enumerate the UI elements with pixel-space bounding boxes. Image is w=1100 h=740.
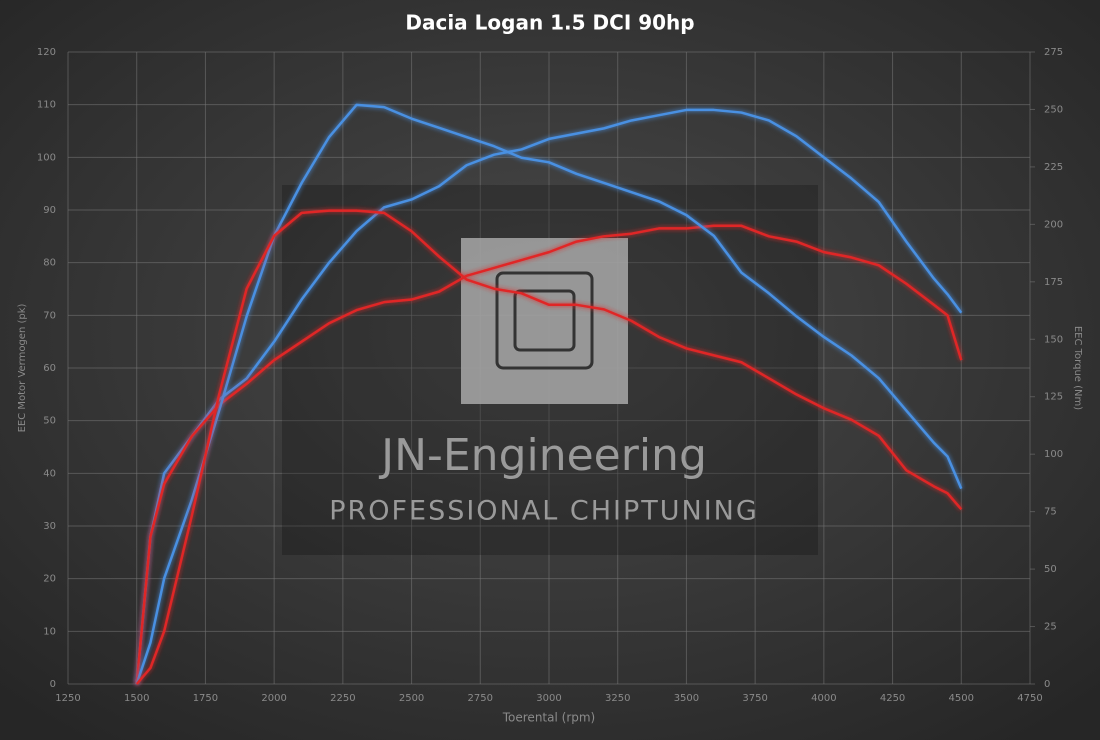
y-tick-label: 120 <box>37 47 56 58</box>
chart-title: Dacia Logan 1.5 DCI 90hp <box>405 11 694 35</box>
line <box>135 103 963 685</box>
x-tick-label: 3000 <box>536 693 561 704</box>
y2-tick-label: 200 <box>1044 219 1063 230</box>
y2-tick-label: 25 <box>1044 622 1057 633</box>
x-tick-label: 3500 <box>674 693 699 704</box>
chip-body <box>495 271 594 370</box>
y-tick-label: 90 <box>43 205 56 216</box>
y2-tick-label: 100 <box>1044 449 1063 460</box>
y2-axis-label: EEC Torque (Nm) <box>1072 326 1083 410</box>
y2-tick-label: 125 <box>1044 392 1063 403</box>
y-tick-label: 50 <box>43 416 56 427</box>
x-tick-label: 2000 <box>261 693 286 704</box>
x-tick-label: 2250 <box>330 693 355 704</box>
watermark-title: JN-Engineering <box>378 430 707 481</box>
x-tick-label: 3750 <box>742 693 767 704</box>
x-tick-label: 4750 <box>1017 693 1042 704</box>
y-tick-label: 10 <box>43 626 56 637</box>
y2-tick-label: 225 <box>1044 162 1063 173</box>
y2-tick-label: 150 <box>1044 334 1063 345</box>
x-tick-label: 1750 <box>193 693 218 704</box>
y2-tick-label: 275 <box>1044 47 1063 58</box>
x-tick-label: 4250 <box>880 693 905 704</box>
y-tick-label: 60 <box>43 363 56 374</box>
x-tick-label: 1500 <box>124 693 149 704</box>
x-tick-label: 3250 <box>605 693 630 704</box>
x-tick-label: 4000 <box>811 693 836 704</box>
y-tick-label: 40 <box>43 468 56 479</box>
x-tick-label: 2500 <box>399 693 424 704</box>
x-tick-label: 2750 <box>468 693 493 704</box>
y-tick-label: 20 <box>43 574 56 585</box>
y-tick-label: 100 <box>37 152 56 163</box>
y-tick-label: 70 <box>43 310 56 321</box>
y-tick-label: 80 <box>43 258 56 269</box>
y-axis-label: EEC Motor Vermogen (pk) <box>17 303 28 432</box>
y2-tick-label: 175 <box>1044 277 1063 288</box>
x-tick-label: 1250 <box>55 693 80 704</box>
chip-core <box>513 289 576 352</box>
y2-tick-label: 0 <box>1044 679 1050 690</box>
y2-tick-label: 75 <box>1044 507 1057 518</box>
line <box>135 108 963 685</box>
y2-tick-label: 50 <box>1044 564 1057 575</box>
y-tick-label: 110 <box>37 100 56 111</box>
watermark: JN-Engineering PROFESSIONAL CHIPTUNING <box>282 185 818 555</box>
y-tick-label: 30 <box>43 521 56 532</box>
x-tick-label: 4500 <box>949 693 974 704</box>
watermark-subtitle: PROFESSIONAL CHIPTUNING <box>329 496 759 527</box>
y-tick-label: 0 <box>50 679 56 690</box>
chip-icon <box>461 238 628 404</box>
line <box>135 209 963 685</box>
line <box>135 224 963 685</box>
x-axis-label: Toerental (rpm) <box>502 711 595 725</box>
y2-tick-label: 250 <box>1044 104 1063 115</box>
